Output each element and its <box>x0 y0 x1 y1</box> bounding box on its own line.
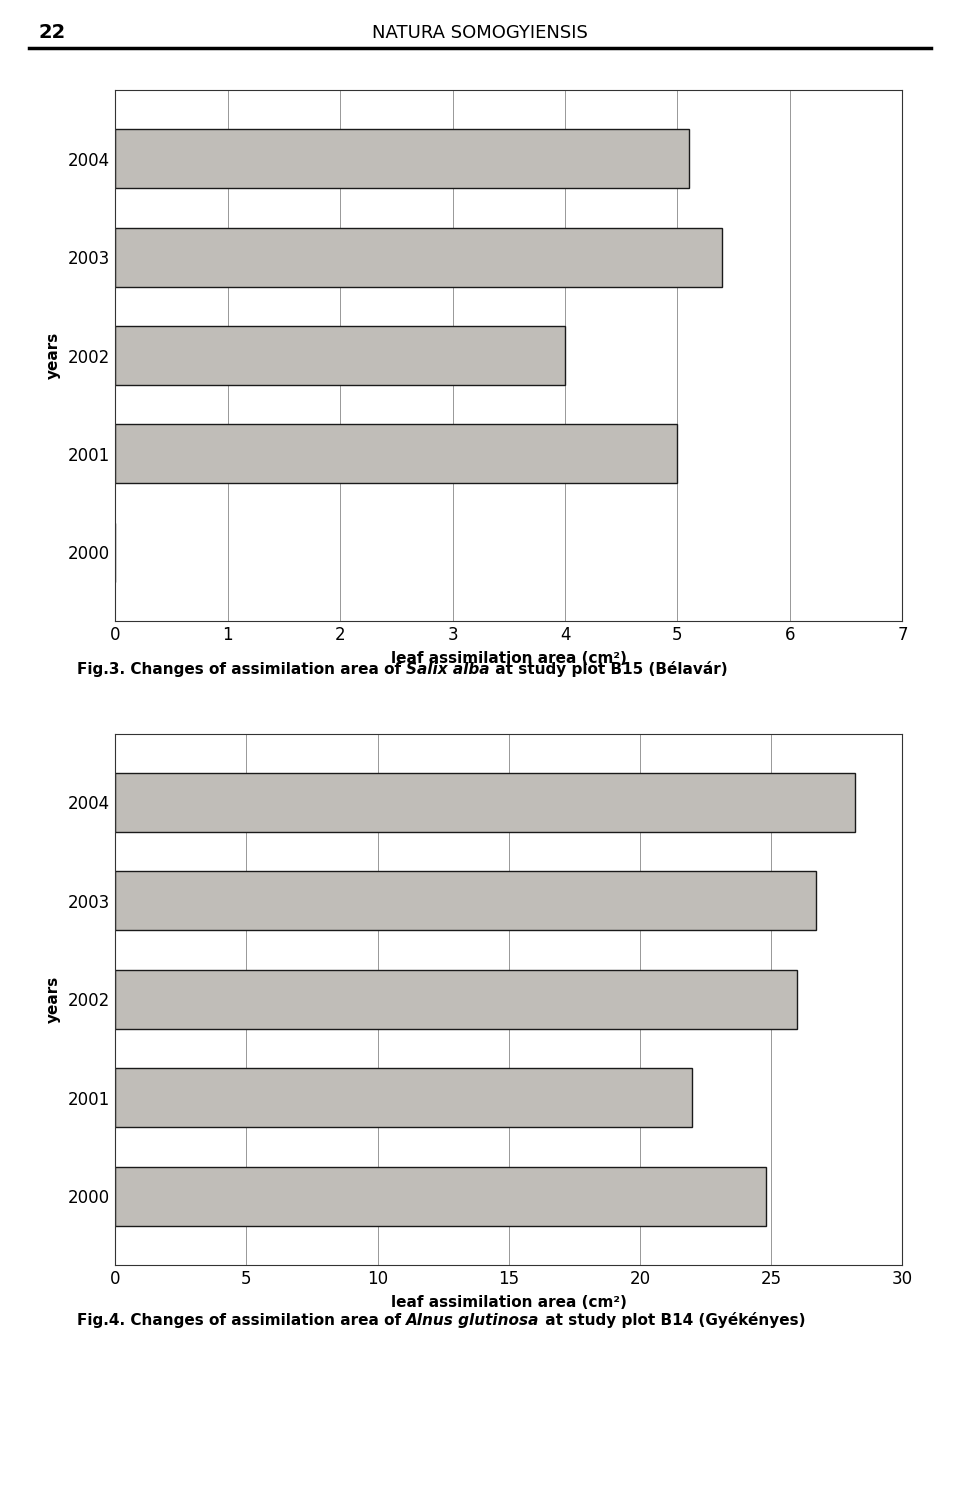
Text: at study plot B14 (Gyékényes): at study plot B14 (Gyékényes) <box>540 1313 805 1328</box>
Bar <box>115 326 565 385</box>
Bar <box>115 1166 766 1226</box>
Bar <box>115 871 816 930</box>
Bar <box>115 772 855 832</box>
Text: 22: 22 <box>38 24 65 42</box>
Bar <box>115 129 688 189</box>
Bar <box>115 1069 692 1127</box>
Text: NATURA SOMOGYIENSIS: NATURA SOMOGYIENSIS <box>372 24 588 42</box>
X-axis label: leaf assimilation area (cm²): leaf assimilation area (cm²) <box>391 651 627 666</box>
Text: Fig.4. Changes of assimilation area of: Fig.4. Changes of assimilation area of <box>77 1313 406 1328</box>
Bar <box>115 228 723 286</box>
X-axis label: leaf assimilation area (cm²): leaf assimilation area (cm²) <box>391 1295 627 1310</box>
Text: Alnus glutinosa: Alnus glutinosa <box>406 1313 540 1328</box>
Text: Salix alba: Salix alba <box>406 662 490 677</box>
Text: at study plot B15 (Bélavár): at study plot B15 (Bélavár) <box>490 662 728 677</box>
Y-axis label: years: years <box>46 332 61 379</box>
Bar <box>115 970 798 1028</box>
Bar <box>115 425 678 484</box>
Y-axis label: years: years <box>46 976 61 1022</box>
Text: Fig.3. Changes of assimilation area of: Fig.3. Changes of assimilation area of <box>77 662 406 677</box>
